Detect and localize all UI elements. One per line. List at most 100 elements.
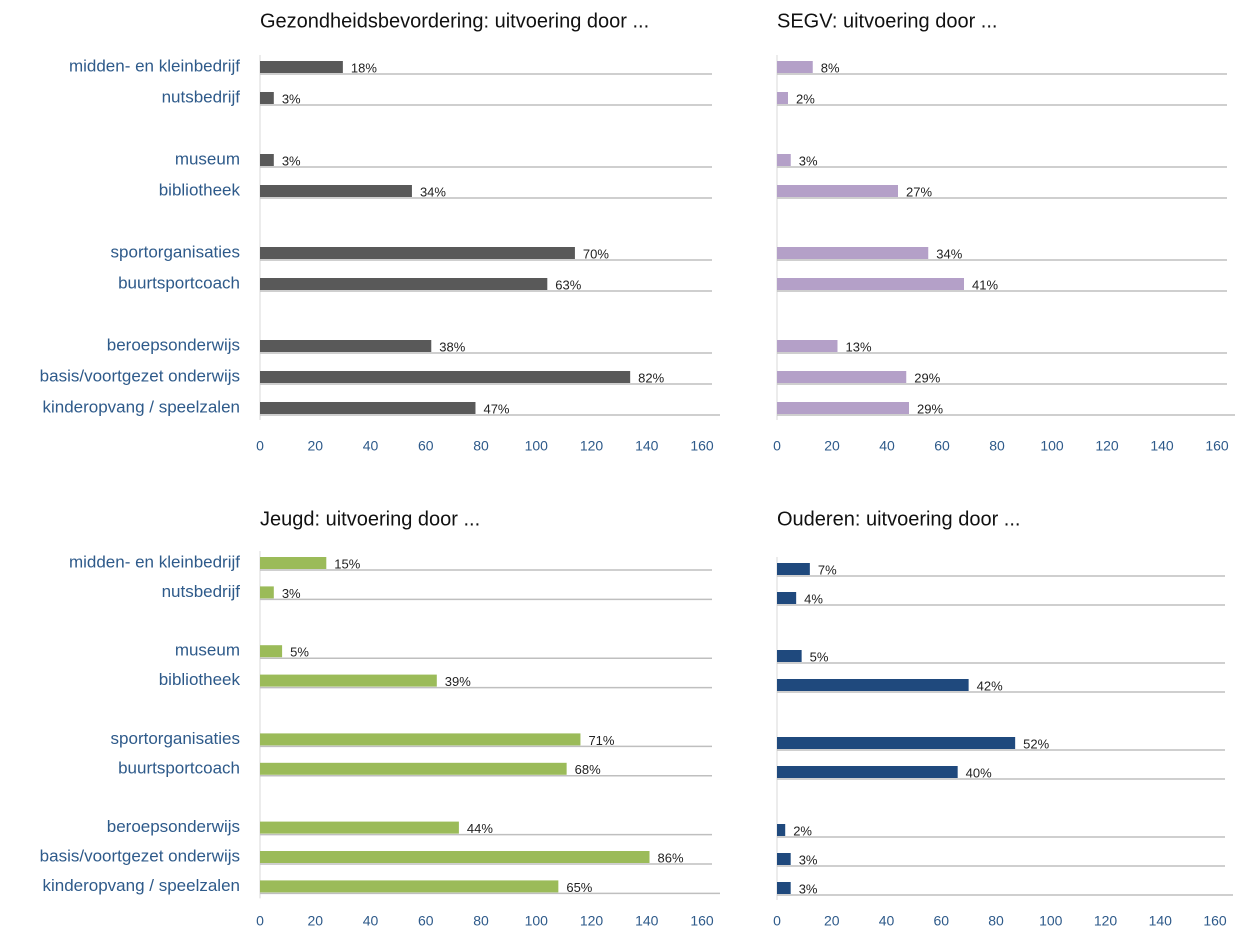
data-label: 3% [799,881,818,896]
category-label: kinderopvang / speelzalen [42,397,240,416]
bar [777,592,797,604]
bar [260,762,567,775]
data-label: 29% [917,401,943,416]
data-label: 7% [818,562,837,577]
x-tick-label: 80 [473,913,489,929]
data-label: 15% [334,556,360,571]
chart-title: SEGV: uitvoering door ... [777,10,997,32]
x-tick-label: 140 [635,913,659,929]
x-tick-label: 140 [635,438,659,454]
x-tick-label: 80 [473,438,489,454]
bar [260,821,459,834]
bar [260,61,343,73]
x-tick-label: 20 [307,913,323,929]
bar [777,824,786,836]
data-label: 71% [588,733,614,748]
bar [260,371,631,383]
chart-title: Gezondheidsbevordering: uitvoering door … [260,10,649,32]
bar [777,247,929,259]
bar [260,586,274,599]
x-tick-label: 160 [690,913,714,929]
category-label: kinderopvang / speelzalen [42,876,240,895]
x-tick-label: 120 [1095,438,1119,454]
x-tick-label: 120 [580,913,604,929]
x-tick-label: 60 [418,913,434,929]
data-label: 34% [936,246,962,261]
data-label: 38% [439,339,465,354]
x-tick-label: 120 [1094,913,1118,929]
data-label: 68% [575,762,601,777]
bar [260,278,548,290]
data-label: 70% [583,246,609,261]
data-label: 63% [555,277,581,292]
data-label: 4% [804,591,823,606]
bar [777,371,907,383]
data-label: 3% [282,586,301,601]
x-tick-label: 60 [933,913,949,929]
x-tick-label: 120 [580,438,604,454]
bar [260,402,476,414]
category-label: midden- en kleinbedrijf [69,552,240,571]
bar [260,674,437,687]
category-label: sportorganisaties [111,729,240,748]
x-tick-label: 40 [363,913,379,929]
x-tick-label: 0 [256,913,264,929]
data-label: 39% [445,674,471,689]
bar [260,340,432,352]
data-label: 3% [282,91,301,106]
x-tick-label: 100 [1039,913,1063,929]
bar [777,679,969,691]
x-tick-label: 100 [1040,438,1064,454]
bar [260,851,650,863]
bar [260,247,575,259]
x-tick-label: 80 [989,438,1005,454]
data-label: 27% [906,184,932,199]
data-label: 41% [972,277,998,292]
category-label: bibliotheek [159,670,241,689]
bar [260,185,412,197]
x-tick-label: 40 [879,913,895,929]
data-label: 2% [793,823,812,838]
x-tick-label: 0 [773,438,781,454]
data-label: 52% [1023,736,1049,751]
bar [260,645,283,658]
data-label: 65% [566,880,592,895]
x-tick-label: 20 [824,438,840,454]
x-tick-label: 60 [934,438,950,454]
data-label: 40% [966,765,992,780]
bar [777,61,813,73]
category-label: midden- en kleinbedrijf [69,56,240,75]
data-label: 18% [351,60,377,75]
x-tick-label: 100 [525,438,549,454]
bar [777,154,791,166]
bar [777,402,909,414]
bar [777,882,791,894]
data-label: 29% [914,370,940,385]
x-tick-label: 40 [363,438,379,454]
bar [777,278,964,290]
data-label: 42% [977,678,1003,693]
data-label: 34% [420,184,446,199]
category-label: sportorganisaties [111,242,240,261]
bar [777,185,898,197]
data-label: 3% [799,852,818,867]
x-tick-label: 0 [256,438,264,454]
bar [260,880,559,893]
category-label: beroepsonderwijs [107,335,240,354]
chart-title: Jeugd: uitvoering door ... [260,508,480,530]
category-label: beroepsonderwijs [107,817,240,836]
data-label: 5% [290,645,309,660]
category-label: nutsbedrijf [162,582,241,601]
data-label: 82% [638,370,664,385]
bar [777,650,802,662]
category-label: museum [175,149,240,168]
data-label: 3% [799,153,818,168]
x-tick-label: 160 [690,438,714,454]
x-tick-label: 60 [418,438,434,454]
x-tick-label: 20 [307,438,323,454]
bar [777,92,788,104]
x-tick-label: 80 [988,913,1004,929]
bar [777,853,791,865]
x-tick-label: 160 [1203,913,1227,929]
category-label: museum [175,641,240,660]
